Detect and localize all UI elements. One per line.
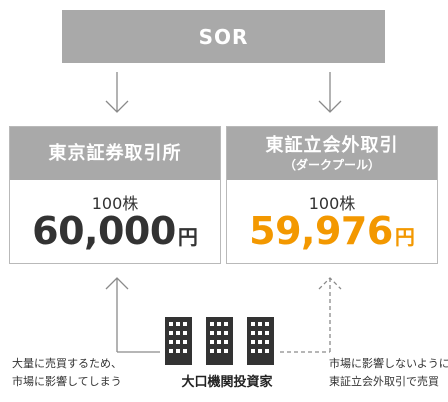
price-value: 59,976 (249, 209, 393, 253)
venue-subtitle: （ダークプール） (283, 158, 380, 172)
arrow-investor-to-dark (318, 277, 342, 352)
venue-card-header: 東証立会外取引 （ダークプール） (227, 127, 437, 180)
sor-label: SOR (198, 24, 249, 49)
venue-name: 東証立会外取引 (265, 135, 399, 156)
institutional-investor-label: 大口機関投資家 (181, 375, 273, 390)
building-icon (247, 317, 274, 365)
venue-price: 60,000 円 (10, 209, 220, 253)
venue-quantity: 100株 (308, 194, 356, 213)
venue-card-header: 東京証券取引所 (10, 127, 220, 180)
note-line: 市場に影響しないように (329, 357, 448, 370)
arrow-investor-to-tse (105, 277, 129, 352)
venue-name: 東京証券取引所 (48, 142, 182, 164)
note-market-impact: 大量に売買するため、 市場に影響してしまう (12, 355, 122, 391)
arrow-sor-to-dark (318, 72, 342, 113)
venue-quantity: 100株 (91, 194, 139, 213)
note-line: 大量に売買するため、 (12, 357, 122, 370)
note-line: 市場に影響してしまう (12, 375, 122, 388)
venue-card-tse: 東京証券取引所 100株 60,000 円 (9, 126, 221, 264)
venue-price: 59,976 円 (227, 209, 437, 253)
building-icon (206, 317, 233, 365)
note-line: 東証立会外取引で売買 (329, 375, 439, 388)
venue-card-dark-pool: 東証立会外取引 （ダークプール） 100株 59,976 円 (226, 126, 438, 264)
price-currency: 円 (177, 225, 198, 249)
building-icon (165, 317, 192, 365)
building-icon-group (165, 317, 274, 365)
price-currency: 円 (394, 225, 415, 249)
note-dark-pool-trade: 市場に影響しないように 東証立会外取引で売買 (329, 355, 448, 391)
arrow-sor-to-tse (105, 72, 129, 113)
price-value: 60,000 (32, 209, 176, 253)
sor-box: SOR (62, 10, 385, 63)
